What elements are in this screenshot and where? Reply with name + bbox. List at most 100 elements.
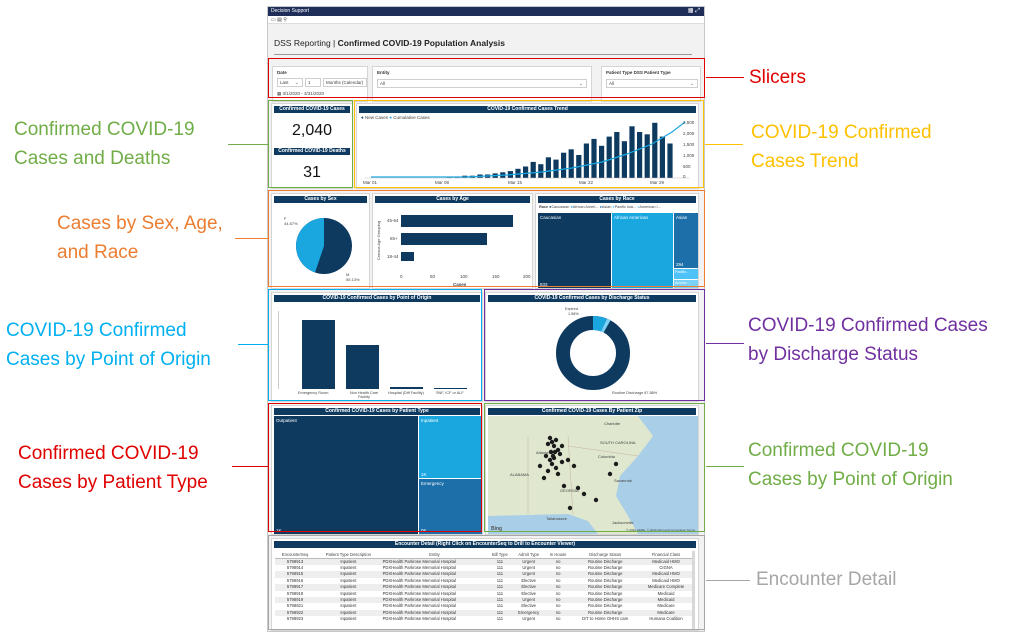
patient-type-slicer: Patient Type DSS Patient Type All ⌄ — [601, 66, 701, 102]
case-dot — [613, 461, 619, 467]
date-unit-select[interactable]: Months (Calendar) — [323, 78, 367, 87]
encounter-seq-cell[interactable]: 5798917 — [275, 584, 316, 591]
race-chart-title: Cases by Race — [538, 196, 696, 203]
column-header[interactable]: Patient Type Description — [315, 551, 382, 559]
table-row[interactable]: 5798923 Inpatient PDXHealth Parkrose Memor… — [275, 616, 693, 622]
encounter-seq-cell[interactable]: 5798921 — [286, 603, 304, 609]
table-row[interactable]: 5798918 Inpatient PDXHealth Parkrose Memor… — [275, 591, 693, 597]
case-dot — [575, 485, 581, 491]
annotation-demographics: Cases by Sex, Age, and Race — [57, 213, 223, 263]
table-cell: Elective — [521, 590, 536, 596]
column-header[interactable]: Financial Class — [639, 551, 693, 559]
table-row[interactable]: 5798919 Inpatient PDXHealth Parkrose Memor… — [275, 596, 693, 604]
table-row[interactable]: 5798922 Inpatient PDXHealth Parkrose Memor… — [275, 609, 693, 617]
treemap-inpatient[interactable]: Inpatient 1K — [419, 416, 482, 478]
race-tile-pacific[interactable]: Pacific... — [674, 269, 698, 279]
age-x-tick-2: 50 — [430, 274, 436, 279]
legend-cumulative-cases: Cumulative Cases — [393, 115, 430, 120]
table-cell: 111 — [487, 558, 513, 565]
origin-bar-3 — [390, 387, 423, 389]
table-cell: no — [544, 558, 572, 565]
trend-bar — [523, 166, 529, 178]
bookmark-icon[interactable]: ▭ — [271, 17, 276, 23]
connector-origin — [238, 344, 268, 345]
table-scrollbar[interactable] — [692, 551, 695, 629]
table-cell: Inpatient — [315, 558, 382, 565]
case-dot — [543, 453, 549, 459]
map-label-savannah: Savannah — [614, 478, 633, 483]
trend-bar — [637, 132, 643, 178]
table-cell: no — [544, 596, 572, 604]
age-group-3: 18-44 — [387, 254, 399, 259]
table-cell: Elective — [512, 584, 545, 591]
encounter-seq-cell[interactable]: 5798914 — [286, 564, 304, 570]
case-dot — [552, 449, 558, 455]
annotation-patient-type: Confirmed COVID-19 Cases by Patient Type — [18, 443, 208, 493]
column-header[interactable]: Discharge Status — [571, 551, 640, 559]
filter-icon[interactable]: ⚲ — [283, 17, 287, 23]
slicer-panel: Date Last ⌄ 1 Months (Calendar) ▦ 3/1/202… — [271, 63, 703, 105]
table-cell: Inpatient — [340, 577, 357, 583]
pie-slice-f — [296, 218, 324, 273]
date-mode-select[interactable]: Last ⌄ — [277, 78, 303, 87]
export-icon[interactable]: ▤ — [277, 17, 282, 23]
table-cell: PDXHealth Parkrose Memorial Hospital — [381, 584, 488, 591]
window-title: Decision Support — [271, 8, 310, 14]
age-bar-1 — [401, 215, 513, 227]
table-row[interactable]: 5798914 Inpatient PDXHealth Parkrose Memor… — [275, 565, 693, 571]
date-slicer-label: Date — [277, 70, 287, 75]
column-header[interactable]: EncounterSeq — [275, 551, 316, 559]
map-label-atlanta: Atlanta — [536, 450, 549, 455]
table-cell: Medicaid HMO — [652, 577, 680, 583]
origin-cat-2: Non Health Care Facility — [349, 391, 379, 399]
encounter-seq-cell[interactable]: 5798919 — [275, 596, 316, 604]
encounter-seq-cell[interactable]: 5798923 — [286, 616, 304, 622]
race-tile-african[interactable]: African American — [612, 213, 673, 288]
trend-x-tick-3: Mar 15 — [508, 180, 523, 185]
trend-bar — [644, 134, 650, 178]
patient-type-select[interactable]: All ⌄ — [606, 79, 698, 88]
age-group-2: 65+ — [390, 236, 398, 241]
table-cell: Routine Discharge — [571, 609, 640, 617]
age-bar-3 — [401, 252, 414, 261]
table-row[interactable]: 5798917 Inpatient PDXHealth Parkrose Memor… — [275, 584, 693, 591]
treemap-emergency[interactable]: Emergency 0K — [419, 479, 482, 534]
age-group-1: 45-64 — [387, 218, 399, 223]
discharge-donut — [556, 316, 630, 390]
table-row[interactable]: 5798916 Inpatient PDXHealth Parkrose Memor… — [275, 578, 693, 584]
treemap-outpatient[interactable]: Outpatient 1K — [274, 416, 418, 534]
table-cell: 111 — [496, 577, 504, 583]
encounter-seq-cell[interactable]: 5798915 — [275, 571, 316, 578]
window-controls[interactable]: ▦ ⤢ — [687, 8, 700, 14]
annotation-trend: COVID-19 Confirmed Cases Trend — [751, 122, 932, 172]
race-tile-asian[interactable]: Asian 294 — [674, 213, 698, 268]
date-count-input[interactable]: 1 — [305, 78, 321, 87]
trend-y-tick-5: 500 — [683, 164, 691, 169]
map-canvas[interactable]: Charlotte SOUTH CAROLINA ALABAMA GEORGIA… — [488, 416, 698, 534]
race-tile-caucasian[interactable]: Caucasian 833 — [538, 213, 611, 288]
encounter-seq-cell[interactable]: 5798916 — [286, 577, 304, 583]
highlight-discharge — [484, 289, 705, 401]
table-cell: 111 — [487, 571, 513, 578]
age-chart: Cases by Age Census Age Grouping 45-64 6… — [372, 193, 533, 289]
column-header[interactable]: In House — [544, 551, 572, 559]
column-header[interactable]: Entity — [381, 551, 488, 559]
table-cell: 111 — [496, 590, 504, 596]
encounter-seq-cell[interactable]: 5798918 — [286, 590, 304, 596]
case-dot — [559, 443, 565, 449]
column-header[interactable]: Bill Type — [487, 551, 513, 559]
table-row[interactable]: 5798915 Inpatient PDXHealth Parkrose Memor… — [275, 571, 693, 578]
table-row[interactable]: 5798913 Inpatient PDXHealth Parkrose Memor… — [275, 558, 693, 565]
trend-x-tick-1: Mar 01 — [363, 180, 378, 185]
origin-bar-4 — [434, 388, 467, 389]
entity-select[interactable]: All ⌄ — [377, 79, 587, 88]
connector-discharge — [706, 343, 744, 344]
race-tile-american[interactable]: Americ... — [674, 280, 698, 288]
sex-label-m: M 55.13% — [346, 272, 360, 282]
sex-chart-title: Cases by Sex — [274, 196, 367, 203]
encounter-seq-cell[interactable]: 5798922 — [275, 609, 316, 617]
table-row[interactable]: 5798921 Inpatient PDXHealth Parkrose Memor… — [275, 603, 693, 609]
encounter-seq-cell[interactable]: 5798913 — [275, 558, 316, 565]
column-header[interactable]: Admit Type — [512, 551, 545, 559]
table-cell: Medicaid HMO — [639, 558, 693, 565]
